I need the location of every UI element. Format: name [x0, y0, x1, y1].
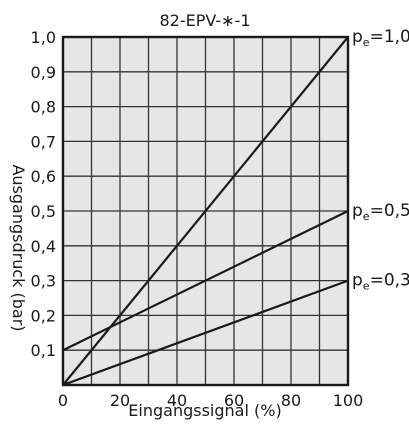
y-tick-label: 0,2 [31, 306, 56, 325]
y-tick-label: 0,4 [31, 237, 56, 256]
y-tick-label: 0,7 [31, 132, 56, 151]
x-tick-label: 0 [58, 391, 68, 410]
x-tick-label: 60 [224, 391, 244, 410]
y-axis-label: Ausgangsdruck (bar) [9, 164, 28, 331]
series-lines [62, 36, 349, 387]
x-tick-label: 20 [110, 391, 130, 410]
x-tick-label: 100 [333, 391, 364, 410]
series-line-3 [62, 279, 349, 387]
plot-border [61, 35, 350, 387]
series-label-2: pe=0,5 [352, 201, 409, 223]
y-tick-label: 1,0 [31, 28, 56, 47]
y-tick-label: 0,8 [31, 98, 56, 117]
x-axis-label: Eingangssignal (%) [128, 401, 281, 420]
y-tick-label: 0,9 [31, 63, 56, 82]
x-tick-label: 40 [167, 391, 187, 410]
y-tick-label: 0,5 [31, 202, 56, 221]
y-tick-label: 0,3 [31, 272, 56, 291]
series-label-1: pe=1,0 [352, 27, 409, 49]
series-label-3: pe=0,3 [352, 271, 409, 293]
series-labels: pe=1,0 pe=0,5 pe=0,3 [352, 27, 409, 293]
y-tick-label: 0,1 [31, 341, 56, 360]
series-line-2 [62, 210, 349, 352]
x-tick-labels: 0 20 40 60 80 100 [58, 391, 363, 410]
plot-frame [61, 35, 350, 387]
chart-title: 82-EPV-∗-1 [159, 11, 250, 30]
y-tick-label: 0,6 [31, 167, 56, 186]
x-tick-label: 80 [281, 391, 301, 410]
grid [63, 37, 348, 385]
y-tick-labels: 0,1 0,2 0,3 0,4 0,5 0,6 0,7 0,8 0,9 1,0 [31, 28, 56, 360]
